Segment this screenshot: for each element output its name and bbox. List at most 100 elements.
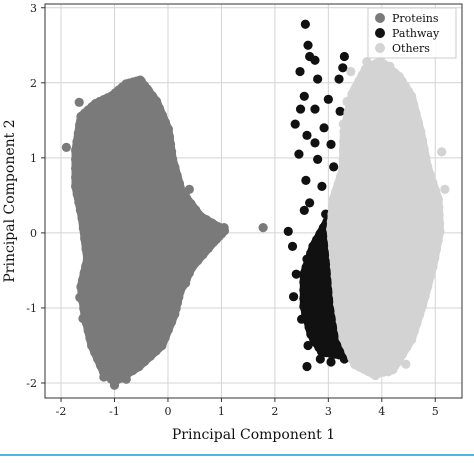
data-point [327,242,338,253]
data-point [295,104,306,114]
data-point [332,289,343,300]
data-point [379,74,390,84]
point-cloud [71,76,229,386]
axes-layer [41,3,463,402]
data-point [85,332,96,343]
data-point [410,108,421,119]
data-point [415,126,426,137]
data-point [328,252,339,263]
data-point [291,269,301,279]
data-point [75,292,85,303]
data-point [294,149,304,159]
data-point [258,223,268,233]
x-tick-label: 3 [325,405,332,418]
data-point [174,178,185,189]
data-point [299,277,310,288]
data-point [401,341,412,352]
data-point [343,107,354,118]
data-point [164,131,175,142]
data-point [361,74,371,84]
x-axis-label: Principal Component 1 [172,427,335,443]
data-point [288,292,299,302]
data-point [308,282,318,292]
data-point [424,169,435,180]
plot-region [61,19,450,390]
series-layer [61,19,450,390]
data-point [71,163,82,174]
data-point [297,314,307,324]
data-point [73,128,84,139]
data-point [219,223,229,233]
data-point [406,334,417,345]
y-axis-label: Principal Component 2 [2,119,18,282]
data-point [310,104,320,114]
data-point [433,199,443,209]
data-point [171,170,182,181]
data-point [440,184,450,194]
data-point [184,184,194,194]
data-point [329,261,340,272]
data-point [434,226,445,237]
data-point [339,354,349,364]
data-point [83,325,94,336]
tick-labels: -2 -1 0 1 2 3 4 5 -2 -1 0 1 2 3 Principal Component 1 P… [2,2,439,443]
data-point [424,271,435,282]
data-point [338,145,349,156]
data-point [328,201,339,212]
y-tick-label: -1 [26,302,37,315]
data-point [430,186,441,197]
data-point [300,19,310,29]
data-point [305,198,315,208]
data-point [326,357,336,367]
data-point [313,74,323,84]
data-point [385,61,395,71]
data-point [411,317,422,328]
data-point [302,130,312,140]
data-point [109,380,120,390]
data-point [303,40,313,50]
x-tick-label: 4 [378,405,385,418]
data-point [353,357,363,367]
data-point [287,241,298,252]
data-point [74,97,84,107]
data-point [413,117,424,128]
y-tick-label: 3 [30,2,37,15]
data-point [342,96,352,107]
plot-frame [44,3,463,399]
data-point [408,326,419,337]
data-point [338,164,349,175]
data-point [167,154,178,165]
data-point [432,235,443,246]
data-point [310,138,320,148]
data-point [82,254,93,265]
data-point [326,224,337,235]
data-point [77,212,88,223]
data-point [329,162,339,172]
data-point [334,307,345,318]
data-point [430,244,440,255]
data-point [283,226,293,236]
data-point [299,91,309,101]
data-point [408,100,419,111]
legend-label: Pathway [392,27,440,40]
data-point [74,197,85,208]
data-point [414,149,424,159]
series-others [326,56,450,381]
data-point [419,291,430,302]
data-point [333,179,344,190]
data-point [319,123,329,133]
legend-marker [375,28,385,38]
data-point [330,271,341,282]
data-point [142,84,152,94]
y-tick-label: -2 [26,377,37,390]
data-point [302,361,312,372]
data-point [169,162,180,173]
data-point [166,316,177,327]
data-point [317,259,327,270]
data-point [78,313,88,324]
data-point [72,136,83,147]
data-point [416,301,427,312]
data-point [392,356,403,367]
series-pathway [283,19,365,372]
